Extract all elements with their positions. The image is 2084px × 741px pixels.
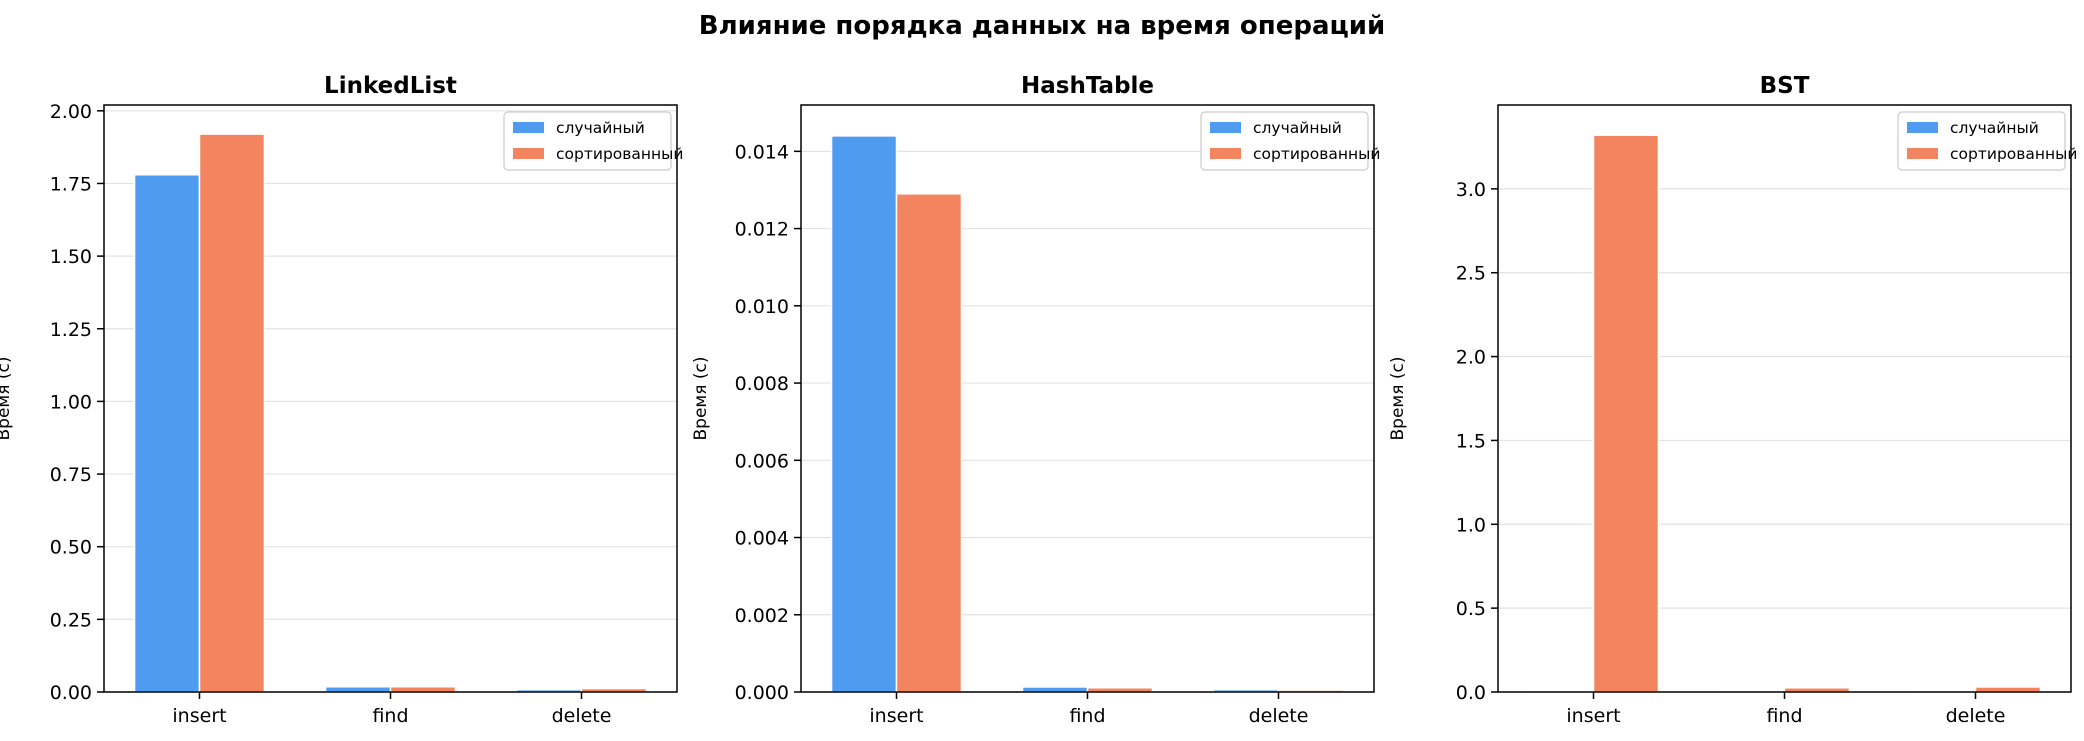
y-axis-label: Время (с) <box>691 357 711 441</box>
y-tick-label: 0.75 <box>50 464 92 486</box>
y-tick-label: 0.50 <box>50 537 92 559</box>
legend-label: случайный <box>1950 119 2039 137</box>
legend: случайный сортированный <box>503 111 683 171</box>
chart-title: LinkedList <box>324 73 457 99</box>
legend-label: случайный <box>556 119 645 137</box>
legend-swatch <box>513 122 544 133</box>
y-tick-label: 2.0 <box>1456 347 1486 369</box>
legend-swatch <box>1907 122 1938 133</box>
y-tick-label: 0.5 <box>1456 598 1486 620</box>
x-tick-label: find <box>1766 705 1802 727</box>
y-tick-label: 0.002 <box>735 605 789 627</box>
y-tick-label: 1.50 <box>50 246 92 268</box>
bar-find-sorted <box>389 686 457 693</box>
y-tick-label: 0.004 <box>735 528 789 550</box>
legend-swatch <box>1907 148 1938 159</box>
bar-find-random <box>1021 686 1089 693</box>
chart-title: HashTable <box>1021 73 1154 99</box>
bar-insert-sorted <box>198 133 266 693</box>
y-tick-label: 0.00 <box>50 682 92 704</box>
bar-delete-sorted <box>1974 686 2042 693</box>
axes-frame <box>103 104 678 693</box>
y-tick-label: 1.5 <box>1456 430 1486 452</box>
y-axis-label: Время (с) <box>1388 357 1408 441</box>
legend-swatch <box>513 148 544 159</box>
y-tick-label: 0.008 <box>735 373 789 395</box>
legend-box <box>1200 111 1369 171</box>
bar-find-random <box>324 686 392 693</box>
axes-frame <box>800 104 1375 693</box>
x-tick-label: insert <box>172 705 226 727</box>
bar-insert-sorted <box>895 193 963 693</box>
y-axis-label: Время (с) <box>0 357 14 441</box>
legend-box <box>1897 111 2066 171</box>
legend: случайный сортированный <box>1200 111 1380 171</box>
legend: случайный сортированный <box>1897 111 2077 171</box>
y-tick-label: 2.5 <box>1456 263 1486 285</box>
legend-label: случайный <box>1253 119 1342 137</box>
y-tick-label: 1.0 <box>1456 514 1486 536</box>
x-tick-label: delete <box>552 705 612 727</box>
x-tick-label: insert <box>1566 705 1620 727</box>
legend-label: сортированный <box>1950 145 2077 163</box>
legend-label: сортированный <box>556 145 683 163</box>
x-tick-label: find <box>372 705 408 727</box>
bar-insert-sorted <box>1592 134 1660 693</box>
y-tick-label: 1.00 <box>50 391 92 413</box>
chart-panel-hashtable: HashTable 0.000 0.002 0.004 0.006 0.008 0.010 0… <box>691 73 1380 727</box>
figure-title: Влияние порядка данных на время операций <box>699 11 1385 41</box>
legend-swatch <box>1210 148 1241 159</box>
y-tick-label: 0.012 <box>735 219 789 241</box>
y-tick-label: 3.0 <box>1456 179 1486 201</box>
y-tick-label: 1.75 <box>50 173 92 195</box>
legend-label: сортированный <box>1253 145 1380 163</box>
y-tick-label: 0.010 <box>735 296 789 318</box>
y-tick-label: 0.000 <box>735 682 789 704</box>
legend-swatch <box>1210 122 1241 133</box>
x-tick-label: delete <box>1946 705 2006 727</box>
y-tick-label: 0.25 <box>50 609 92 631</box>
axes-frame <box>1497 104 2072 693</box>
x-tick-label: find <box>1069 705 1105 727</box>
y-tick-label: 2.00 <box>50 101 92 123</box>
y-tick-label: 0.0 <box>1456 682 1486 704</box>
x-tick-label: delete <box>1249 705 1309 727</box>
chart-title: BST <box>1760 73 1810 99</box>
chart-panel-linkedlist: LinkedList 0.00 0.25 0.50 0.75 1.00 1.25 1.50 1.… <box>0 73 683 727</box>
chart-panel-bst: BST 0.0 0.5 1.0 1.5 2.0 2.5 3.0 Время (с) insert f… <box>1388 73 2077 727</box>
bar-insert-random <box>830 135 898 693</box>
legend-box <box>503 111 672 171</box>
bar-insert-random <box>133 173 201 693</box>
y-tick-label: 0.006 <box>735 450 789 472</box>
y-tick-label: 0.014 <box>735 141 789 163</box>
y-tick-label: 1.25 <box>50 319 92 341</box>
x-tick-label: insert <box>869 705 923 727</box>
